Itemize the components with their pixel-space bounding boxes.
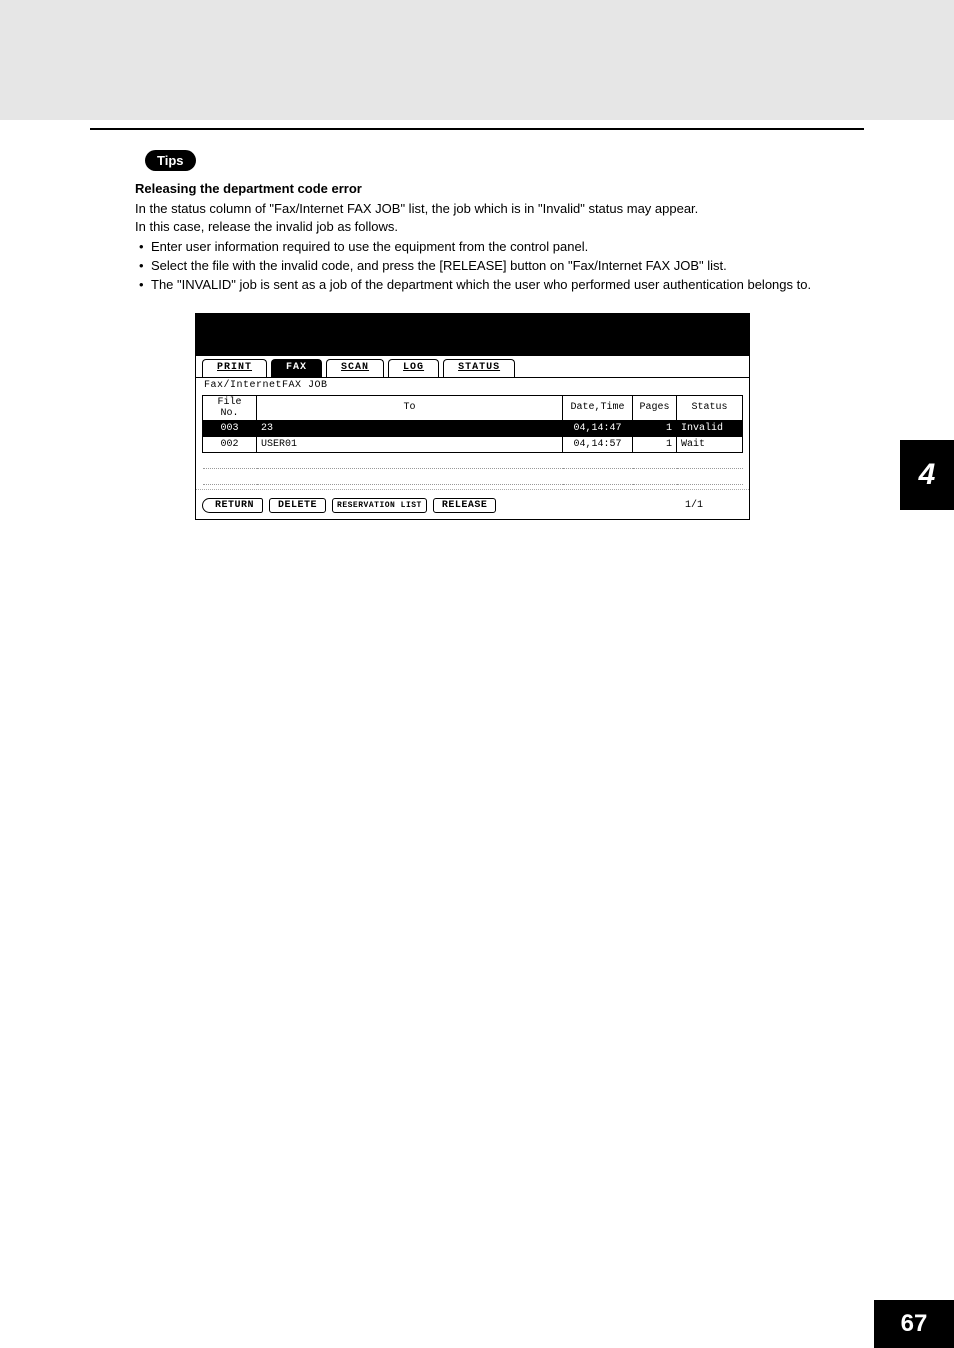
reservation-list-button[interactable]: RESERVATION LIST: [332, 498, 427, 513]
bullet-item: The "INVALID" job is sent as a job of th…: [135, 276, 844, 295]
paragraph-2: In this case, release the invalid job as…: [135, 218, 844, 236]
pager-text: 1/1: [685, 500, 703, 511]
table-row-empty: [203, 468, 743, 484]
lcd-subtitle: Fax/InternetFAX JOB: [196, 378, 749, 395]
table-cell: 1: [633, 420, 677, 436]
table-cell: USER01: [257, 436, 563, 452]
table-cell: 04,14:57: [563, 436, 633, 452]
delete-button[interactable]: DELETE: [269, 498, 326, 513]
column-header: Pages: [633, 395, 677, 420]
lcd-tab-log[interactable]: LOG: [388, 359, 439, 377]
return-button[interactable]: RETURN: [202, 498, 263, 513]
column-header: Status: [677, 395, 743, 420]
lcd-screenshot: PRINTFAXSCANLOGSTATUS Fax/InternetFAX JO…: [195, 313, 750, 520]
table-cell: 1: [633, 436, 677, 452]
tips-badge: Tips: [145, 150, 196, 171]
lcd-tab-bar: PRINTFAXSCANLOGSTATUS: [196, 356, 749, 378]
chapter-side-tab: 4: [900, 440, 954, 510]
lcd-tab-fax[interactable]: FAX: [271, 359, 322, 377]
table-cell: 003: [203, 420, 257, 436]
job-table: File No.ToDate,TimePagesStatus0032304,14…: [202, 395, 743, 485]
page-content: Tips Releasing the department code error…: [135, 150, 844, 520]
table-cell: Wait: [677, 436, 743, 452]
lcd-tab-scan[interactable]: SCAN: [326, 359, 384, 377]
lcd-tab-status[interactable]: STATUS: [443, 359, 515, 377]
table-cell: 23: [257, 420, 563, 436]
paragraph-1: In the status column of "Fax/Internet FA…: [135, 200, 844, 218]
section-title: Releasing the department code error: [135, 181, 844, 196]
lcd-header-black: [196, 314, 749, 356]
bullet-list: Enter user information required to use t…: [135, 238, 844, 295]
header-rule: [90, 128, 864, 130]
table-cell: 002: [203, 436, 257, 452]
page-number: 67: [874, 1300, 954, 1348]
column-header: File No.: [203, 395, 257, 420]
column-header: To: [257, 395, 563, 420]
lcd-panel: PRINTFAXSCANLOGSTATUS Fax/InternetFAX JO…: [195, 313, 750, 520]
table-row-empty: [203, 452, 743, 468]
table-row[interactable]: 0032304,14:471Invalid: [203, 420, 743, 436]
release-button[interactable]: RELEASE: [433, 498, 497, 513]
top-gray-band: [0, 0, 954, 120]
table-row[interactable]: 002USER0104,14:571Wait: [203, 436, 743, 452]
bullet-item: Enter user information required to use t…: [135, 238, 844, 257]
lcd-tab-print[interactable]: PRINT: [202, 359, 267, 377]
column-header: Date,Time: [563, 395, 633, 420]
table-cell: 04,14:47: [563, 420, 633, 436]
table-cell: Invalid: [677, 420, 743, 436]
bullet-item: Select the file with the invalid code, a…: [135, 257, 844, 276]
lcd-button-row: RETURN DELETE RESERVATION LIST RELEASE 1…: [196, 489, 749, 519]
